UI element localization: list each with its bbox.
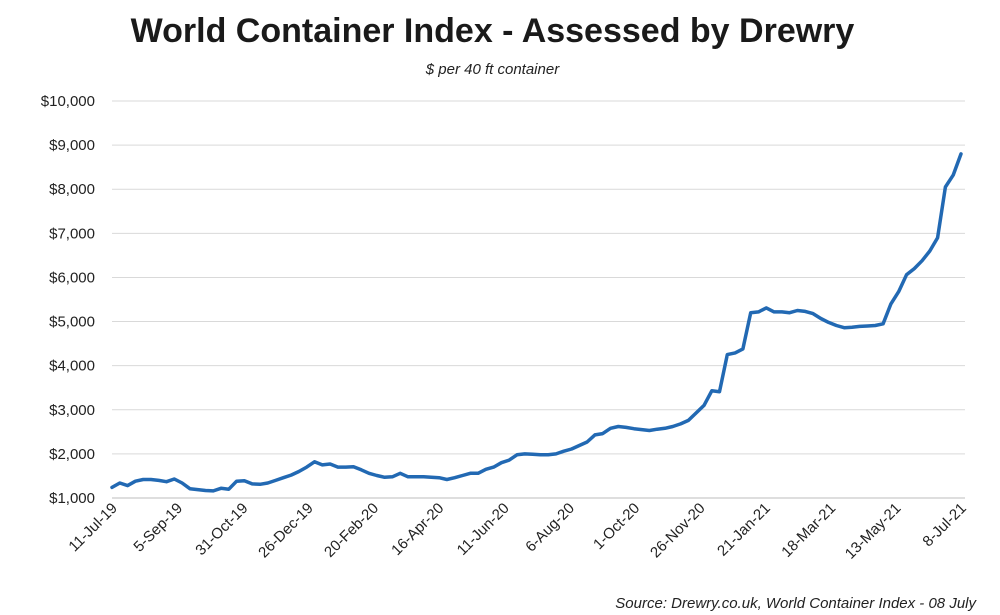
x-tick-label: 26-Dec-19 xyxy=(255,500,317,562)
y-axis-ticks: $1,000 $2,000 $3,000 $4,000 $5,000 $6,000 $7,0… xyxy=(41,93,95,507)
x-tick-label: 20-Feb-20 xyxy=(321,500,382,561)
source-note: Source: Drewry.co.uk, World Container In… xyxy=(615,595,976,612)
series-line xyxy=(110,152,963,493)
x-tick-label: 21-Jan-21 xyxy=(714,500,774,560)
gridlines xyxy=(112,100,965,499)
series-lines xyxy=(110,152,963,493)
y-tick-label: $5,000 xyxy=(49,314,95,331)
x-axis-ticks: 11-Jul-19 5-Sep-19 31-Oct-19 26-Dec-19 20-Fe… xyxy=(65,500,969,563)
y-tick-label: $4,000 xyxy=(49,358,95,375)
y-tick-label: $1,000 xyxy=(49,490,95,507)
x-tick-label: 16-Apr-20 xyxy=(388,500,447,559)
x-tick-label: 13-May-21 xyxy=(842,500,905,563)
y-tick-label: $2,000 xyxy=(49,446,95,463)
chart-title: World Container Index - Assessed by Drew… xyxy=(130,12,855,50)
x-tick-label: 26-Nov-20 xyxy=(647,500,709,562)
x-tick-label: 31-Oct-19 xyxy=(192,500,251,559)
y-tick-label: $7,000 xyxy=(49,225,95,242)
x-tick-label: 6-Aug-20 xyxy=(522,500,578,556)
x-tick-label: 18-Mar-21 xyxy=(778,500,839,561)
y-tick-label: $3,000 xyxy=(49,402,95,419)
x-tick-label: 11-Jul-19 xyxy=(65,500,120,555)
x-tick-label: 8-Jul-21 xyxy=(919,500,969,550)
y-tick-label: $8,000 xyxy=(49,181,95,198)
x-tick-label: 5-Sep-19 xyxy=(130,500,186,556)
y-tick-label: $6,000 xyxy=(49,269,95,286)
x-tick-label: 1-Oct-20 xyxy=(590,500,643,553)
chart-subtitle: $ per 40 ft container xyxy=(425,61,560,78)
y-tick-label: $10,000 xyxy=(41,93,95,110)
y-tick-label: $9,000 xyxy=(49,137,95,154)
x-tick-label: 11-Jun-20 xyxy=(454,500,513,559)
